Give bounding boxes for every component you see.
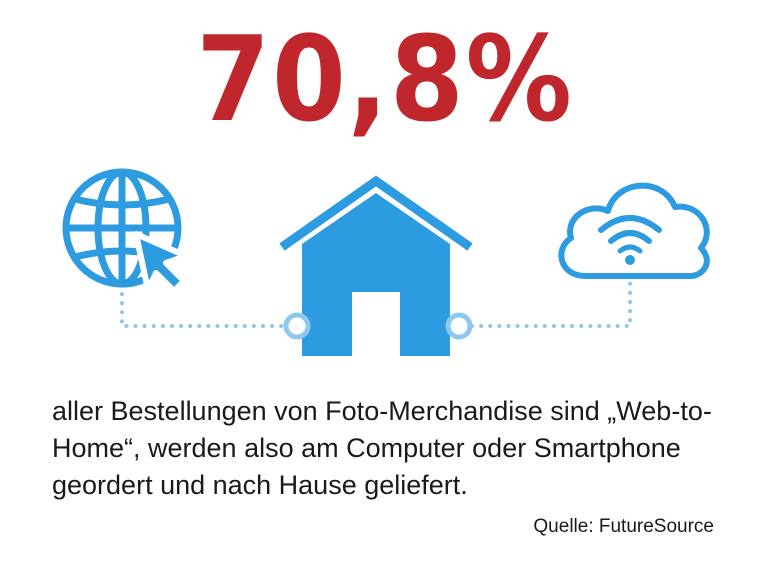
description-text: aller Bestellungen von Foto-Merchandise …: [52, 396, 712, 500]
cursor-icon: [133, 231, 189, 294]
source-label: Quelle: FutureSource: [533, 516, 714, 537]
house-icon: [279, 175, 473, 356]
web-to-home-illustration: [62, 168, 710, 356]
globe-cursor-icon: [62, 168, 182, 288]
headline-percentage: 70,8%: [196, 10, 574, 148]
dotted-connector-left: [120, 292, 286, 328]
cloud-wifi-icon: [558, 182, 710, 279]
connector-node-left: [283, 312, 311, 340]
connector-node-right: [445, 312, 473, 340]
dotted-connector-right: [470, 280, 632, 328]
